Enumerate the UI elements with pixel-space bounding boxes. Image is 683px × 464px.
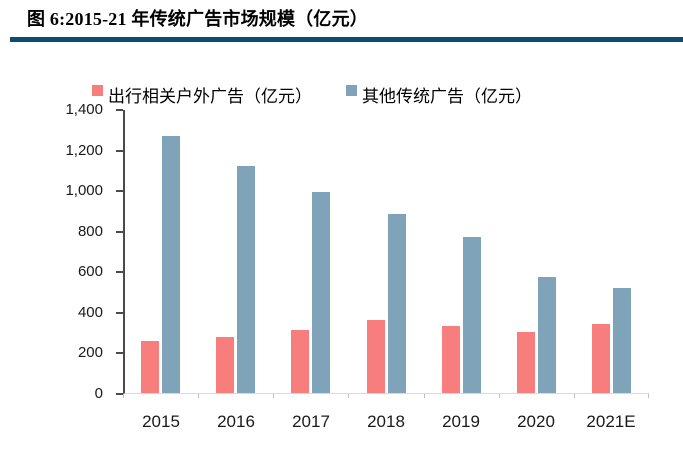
y-tick-mark bbox=[116, 149, 123, 152]
bar-travel-outdoor-2018 bbox=[367, 320, 385, 393]
x-tick-label-2020: 2020 bbox=[517, 412, 555, 431]
y-tick-mark bbox=[116, 190, 123, 193]
x-tick-mark bbox=[123, 394, 124, 398]
x-tick-label-2017: 2017 bbox=[292, 412, 330, 431]
bar-travel-outdoor-2019 bbox=[442, 326, 460, 393]
x-tick-mark bbox=[574, 394, 575, 398]
plot-area bbox=[123, 110, 649, 394]
bar-travel-outdoor-2017 bbox=[291, 330, 309, 393]
y-tick-label: 1,200 bbox=[65, 141, 103, 159]
bar-travel-outdoor-2020 bbox=[517, 332, 535, 393]
x-tick-label-2019: 2019 bbox=[442, 412, 480, 431]
y-tick-mark bbox=[116, 352, 123, 355]
bar-travel-outdoor-2015 bbox=[141, 341, 159, 393]
x-tick-label-2016: 2016 bbox=[217, 412, 255, 431]
y-tick-label: 200 bbox=[77, 344, 103, 362]
x-tick-label-2018: 2018 bbox=[367, 412, 405, 431]
y-tick-label: 1,400 bbox=[65, 101, 103, 118]
bar-other-traditional-2019 bbox=[463, 237, 481, 393]
figure-title: 图 6:2015-21 年传统广告市场规模（亿元） bbox=[27, 9, 368, 29]
y-tick-mark bbox=[116, 109, 123, 111]
title-divider-rule bbox=[10, 37, 683, 42]
bar-other-traditional-2021E bbox=[613, 288, 631, 393]
legend-swatch-red bbox=[92, 85, 103, 96]
bar-other-traditional-2016 bbox=[237, 166, 255, 393]
y-tick-mark bbox=[116, 393, 123, 395]
y-tick-label: 1,000 bbox=[65, 182, 103, 200]
y-tick-mark bbox=[116, 230, 123, 233]
y-tick-label: 400 bbox=[77, 303, 103, 321]
y-tick-label: 800 bbox=[77, 222, 103, 240]
x-tick-mark bbox=[198, 394, 199, 398]
chart-legend: 出行相关户外广告（亿元） 其他传统广告（亿元） bbox=[92, 82, 532, 107]
bar-other-traditional-2017 bbox=[312, 192, 330, 393]
bar-travel-outdoor-2021E bbox=[592, 324, 610, 393]
bar-travel-outdoor-2016 bbox=[216, 337, 234, 393]
x-tick-label-2015: 2015 bbox=[142, 412, 180, 431]
legend-item-other-traditional-ads: 其他传统广告（亿元） bbox=[346, 82, 532, 107]
legend-item-travel-outdoor-ads: 出行相关户外广告（亿元） bbox=[92, 82, 312, 107]
x-tick-mark bbox=[424, 394, 425, 398]
y-tick-mark bbox=[116, 311, 123, 314]
y-tick-label: 0 bbox=[94, 385, 103, 402]
legend-label: 其他传统广告（亿元） bbox=[362, 87, 532, 106]
x-tick-mark bbox=[348, 394, 349, 398]
x-tick-mark bbox=[648, 394, 649, 398]
bar-other-traditional-2018 bbox=[388, 214, 406, 393]
x-tick-mark bbox=[499, 394, 500, 398]
bar-other-traditional-2020 bbox=[538, 277, 556, 393]
bar-other-traditional-2015 bbox=[162, 136, 180, 393]
y-tick-mark bbox=[116, 271, 123, 274]
x-tick-label-2021E: 2021E bbox=[586, 412, 636, 431]
x-tick-mark bbox=[273, 394, 274, 398]
y-tick-label: 600 bbox=[77, 263, 103, 281]
legend-label: 出行相关户外广告（亿元） bbox=[108, 87, 312, 106]
legend-swatch-blue bbox=[346, 85, 357, 96]
